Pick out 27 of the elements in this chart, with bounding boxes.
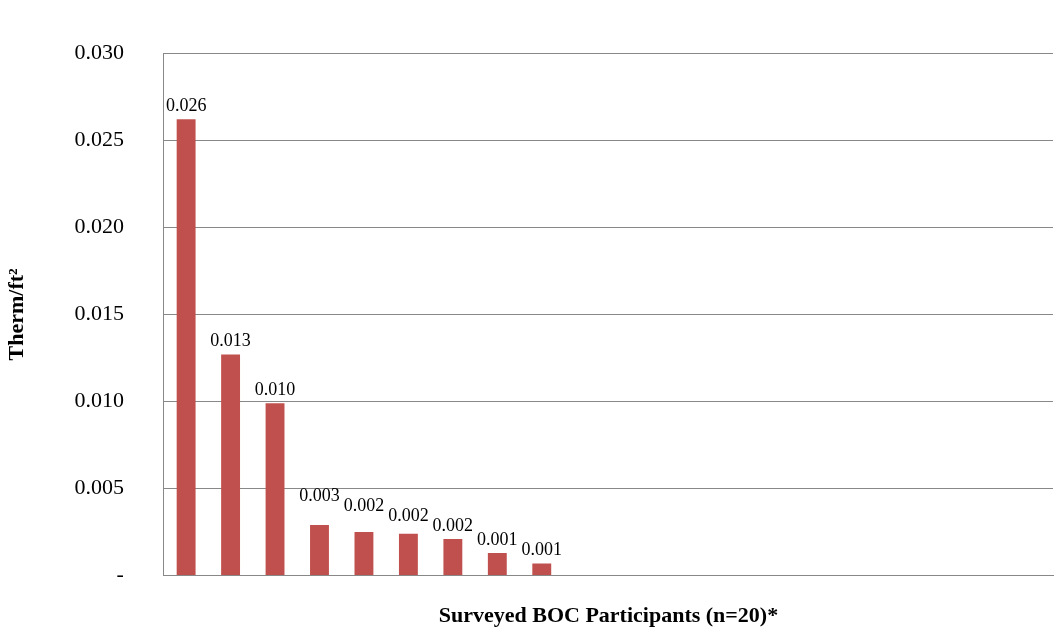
bar [443, 539, 463, 576]
bar [265, 403, 285, 576]
y-axis-title: Therm/ft² [2, 267, 28, 361]
data-label: 0.002 [343, 494, 385, 515]
bar [176, 119, 196, 576]
data-label: 0.002 [432, 514, 474, 535]
data-label: 0.001 [521, 539, 563, 560]
x-axis-title: Surveyed BOC Participants (n=20)* [438, 602, 779, 628]
y-tick-label: - [116, 561, 124, 587]
bar [310, 525, 329, 576]
data-label: 0.003 [299, 484, 340, 505]
data-label: 0.013 [210, 330, 251, 351]
bar [487, 552, 507, 576]
y-tick-label: 0.015 [74, 300, 124, 326]
data-label: 0.026 [165, 95, 207, 116]
y-tick-label: 0.010 [74, 387, 124, 413]
y-tick-label: 0.020 [74, 213, 124, 239]
bar [532, 563, 552, 576]
data-label: 0.002 [388, 504, 429, 525]
bar [398, 533, 418, 576]
bar [354, 532, 374, 576]
y-tick-label: 0.030 [74, 38, 124, 64]
data-label: 0.010 [254, 378, 296, 399]
y-tick-label: 0.025 [74, 126, 124, 152]
y-tick-label: 0.005 [74, 474, 124, 500]
bar [221, 354, 241, 576]
data-label: 0.001 [477, 528, 518, 549]
